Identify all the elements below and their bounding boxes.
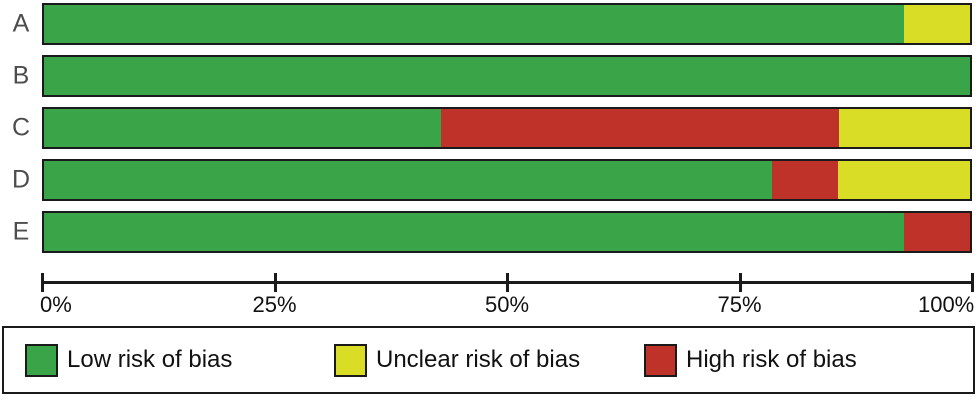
axis-tick	[41, 273, 44, 292]
legend-label: Unclear risk of bias	[376, 346, 581, 373]
bar-segment	[904, 213, 970, 251]
bar-segment	[441, 109, 839, 147]
row-label-c: C	[11, 113, 31, 142]
stacked-bar-c	[42, 107, 972, 149]
bar-segment	[771, 161, 838, 199]
row-label-b: B	[12, 61, 30, 90]
bar-segment	[44, 109, 442, 147]
row-label-d: D	[11, 165, 31, 194]
axis-tick-label: 75%	[717, 292, 762, 317]
bar-row-d: D	[0, 159, 980, 201]
row-label-a: A	[12, 9, 30, 38]
legend-label: High risk of bias	[686, 346, 857, 373]
bar-row-b: B	[0, 55, 980, 97]
axis-tick-label: 25%	[252, 292, 297, 317]
stacked-bar-b	[42, 55, 972, 97]
bar-segment	[44, 161, 772, 199]
bar-segment	[44, 213, 905, 251]
bar-row-c: C	[0, 107, 980, 149]
bar-segment	[44, 5, 905, 43]
legend-swatch	[25, 344, 58, 377]
row-label-e: E	[12, 217, 30, 246]
axis-tick	[738, 273, 742, 292]
axis-tick	[506, 273, 509, 292]
percentage-axis: 0% 25% 50% 75% 100%	[40, 262, 975, 318]
legend-swatch	[334, 344, 367, 377]
stacked-bar-a	[42, 3, 972, 45]
stacked-bar-e	[42, 211, 972, 253]
stacked-bar-d	[42, 159, 972, 201]
axis-tick	[971, 273, 974, 292]
legend-swatch	[644, 344, 677, 377]
bar-row-e: E	[0, 211, 980, 253]
bar-segment	[904, 5, 970, 43]
legend: Low risk of bias Unclear risk of bias High…	[2, 326, 975, 394]
bar-segment	[838, 109, 970, 147]
legend-label: Low risk of bias	[67, 346, 233, 373]
axis-tick-label: 50%	[484, 292, 530, 317]
bar-row-a: A	[0, 3, 980, 45]
axis-tick-label: 100%	[917, 292, 975, 317]
axis-tick	[273, 273, 277, 292]
axis-tick-label: 0%	[40, 292, 72, 317]
bar-segment	[44, 57, 970, 95]
bar-segment	[837, 161, 970, 199]
